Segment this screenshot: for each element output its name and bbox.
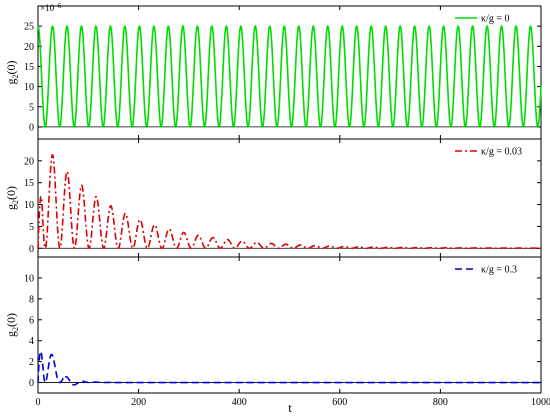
series-line bbox=[37, 154, 541, 250]
y-tick-label: 15 bbox=[24, 62, 34, 73]
y-tick-label: 10 bbox=[24, 200, 34, 211]
panel-2: 0 5 10 15 20 g2(0) κ/g = 0.03 bbox=[4, 138, 542, 258]
x-tick-label: 200 bbox=[131, 397, 146, 408]
panel-1: 0 5 10 15 20 25 g2(0) ×10−6 κ/g = 0 bbox=[4, 2, 542, 140]
legend-label: κ/g = 0 bbox=[481, 14, 509, 25]
panel-frame bbox=[37, 138, 542, 258]
y-tick-label: 5 bbox=[29, 102, 34, 113]
y-tick-label: 20 bbox=[24, 156, 34, 167]
series-line bbox=[37, 24, 542, 129]
panel-3: 0 2 4 6 8 10 0 200 400 600 800 1000 g2(0) κ/g = 0.3 bbox=[4, 256, 550, 408]
x-tick-label: 600 bbox=[332, 397, 347, 408]
series-line bbox=[37, 350, 541, 386]
y-tick-label: 5 bbox=[29, 222, 34, 233]
x-axis-label: t bbox=[288, 400, 292, 415]
legend-label: κ/g = 0.3 bbox=[481, 265, 517, 276]
legend-label: κ/g = 0.03 bbox=[481, 147, 522, 158]
y-tick-label: 4 bbox=[29, 336, 34, 347]
y-tick-label: 10 bbox=[24, 82, 34, 93]
x-tick-label: 400 bbox=[232, 397, 247, 408]
y-tick-label: 10 bbox=[24, 273, 34, 284]
y-axis-label: g2(0) bbox=[4, 313, 20, 337]
y-tick-label: 8 bbox=[29, 294, 34, 305]
y-axis-label: g2(0) bbox=[4, 186, 20, 210]
y-tick-label: 0 bbox=[29, 378, 34, 389]
y-tick-label: 2 bbox=[29, 357, 34, 368]
y-tick-label: 25 bbox=[24, 22, 34, 33]
panel-frame bbox=[37, 256, 542, 394]
y-tick-label: 6 bbox=[29, 315, 34, 326]
y-tick-label: 0 bbox=[29, 122, 34, 133]
y-axis-label: g2(0) bbox=[4, 61, 20, 85]
x-tick-label: 800 bbox=[433, 397, 448, 408]
y-tick-label: 15 bbox=[24, 178, 34, 189]
y-tick-label: 0 bbox=[29, 244, 34, 255]
x-tick-label: 0 bbox=[36, 397, 41, 408]
x-tick-label: 1000 bbox=[531, 397, 550, 408]
y-tick-label: 20 bbox=[24, 42, 34, 53]
y-multiplier: ×10−6 bbox=[40, 2, 62, 13]
